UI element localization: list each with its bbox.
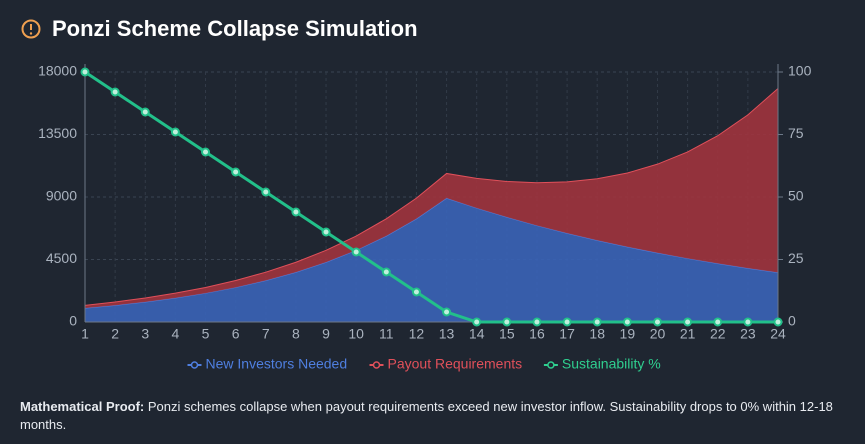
legend-label: Payout Requirements	[388, 356, 523, 372]
x-tick-label: 4	[171, 326, 179, 342]
line-point	[622, 317, 632, 327]
line	[84, 70, 778, 324]
x-tick-label: 11	[379, 326, 394, 342]
footer-label: Mathematical Proof:	[20, 399, 145, 414]
x-tick-label: 21	[680, 326, 696, 342]
line-point	[381, 267, 391, 277]
footer-note: Mathematical Proof: Ponzi schemes collap…	[20, 398, 840, 434]
y2-tick-label: 100	[788, 63, 812, 79]
y2-tick-label: 0	[788, 313, 796, 329]
area-line	[84, 88, 779, 306]
y-tick-label: 18000	[38, 63, 77, 79]
line-point	[592, 317, 602, 327]
line-point	[411, 287, 421, 297]
line-point	[502, 317, 512, 327]
line-point	[472, 317, 482, 327]
x-tick-label: 5	[202, 326, 210, 342]
legend-label: Sustainability %	[562, 356, 661, 372]
line-point	[652, 317, 662, 327]
warning-icon-dot	[29, 32, 33, 35]
line-point	[140, 107, 150, 117]
x-tick-label: 2	[111, 326, 119, 342]
x-tick-label: 10	[348, 326, 364, 342]
line-point	[683, 317, 693, 327]
chart-title: Ponzi Scheme Collapse Simulation	[52, 16, 418, 41]
line-point	[532, 317, 542, 327]
line-point	[442, 307, 452, 317]
x-tick-label: 6	[232, 326, 240, 342]
line-point	[110, 87, 120, 97]
line-point	[773, 317, 783, 327]
x-tick-label: 9	[322, 326, 330, 342]
area-fill	[85, 198, 778, 322]
x-tick-label: 14	[469, 326, 485, 342]
y-tick-label: 9000	[46, 188, 77, 204]
line-point	[201, 147, 211, 157]
x-tick-label: 23	[740, 326, 756, 342]
y-tick-label: 4500	[46, 250, 77, 266]
line-point	[743, 317, 753, 327]
legend-label: New Investors Needed	[206, 356, 348, 372]
line-point	[291, 207, 301, 217]
line-point	[261, 187, 271, 197]
x-tick-label: 19	[620, 326, 636, 342]
y2-tick-label: 25	[788, 250, 804, 266]
y2-tick-label: 75	[788, 125, 804, 141]
line-point	[170, 127, 180, 137]
y-tick-label: 13500	[38, 125, 77, 141]
x-tick-label: 16	[529, 326, 545, 342]
line-point	[562, 317, 572, 327]
legend-symbol-dot	[372, 361, 381, 369]
warning-icon	[21, 19, 41, 39]
x-tick-label: 17	[559, 326, 575, 342]
line-point	[231, 167, 241, 177]
y-tick-label: 0	[69, 313, 77, 329]
line-point	[351, 247, 361, 257]
x-tick-label: 12	[409, 326, 425, 342]
line-point	[321, 227, 331, 237]
x-tick-label: 7	[262, 326, 270, 342]
footer-text: Ponzi schemes collapse when payout requi…	[20, 399, 833, 432]
legend-symbol-dot	[190, 361, 199, 369]
x-tick-label: 22	[710, 326, 726, 342]
x-tick-label: 20	[650, 326, 666, 342]
area-fill	[85, 88, 778, 309]
x-tick-label: 18	[589, 326, 605, 342]
x-tick-label: 13	[439, 326, 455, 342]
line-point	[80, 67, 90, 77]
chart: Ponzi Scheme Collapse Simulation 0450090…	[21, 16, 812, 372]
areas	[84, 88, 779, 322]
x-tick-label: 24	[770, 326, 786, 342]
x-tick-label: 8	[292, 326, 300, 342]
line-point	[713, 317, 723, 327]
legend-symbol-dot	[547, 361, 555, 369]
x-tick-label: 15	[499, 326, 515, 342]
x-tick-label: 3	[141, 326, 149, 342]
x-tick-label: 1	[81, 326, 89, 342]
y2-tick-label: 50	[788, 188, 804, 204]
